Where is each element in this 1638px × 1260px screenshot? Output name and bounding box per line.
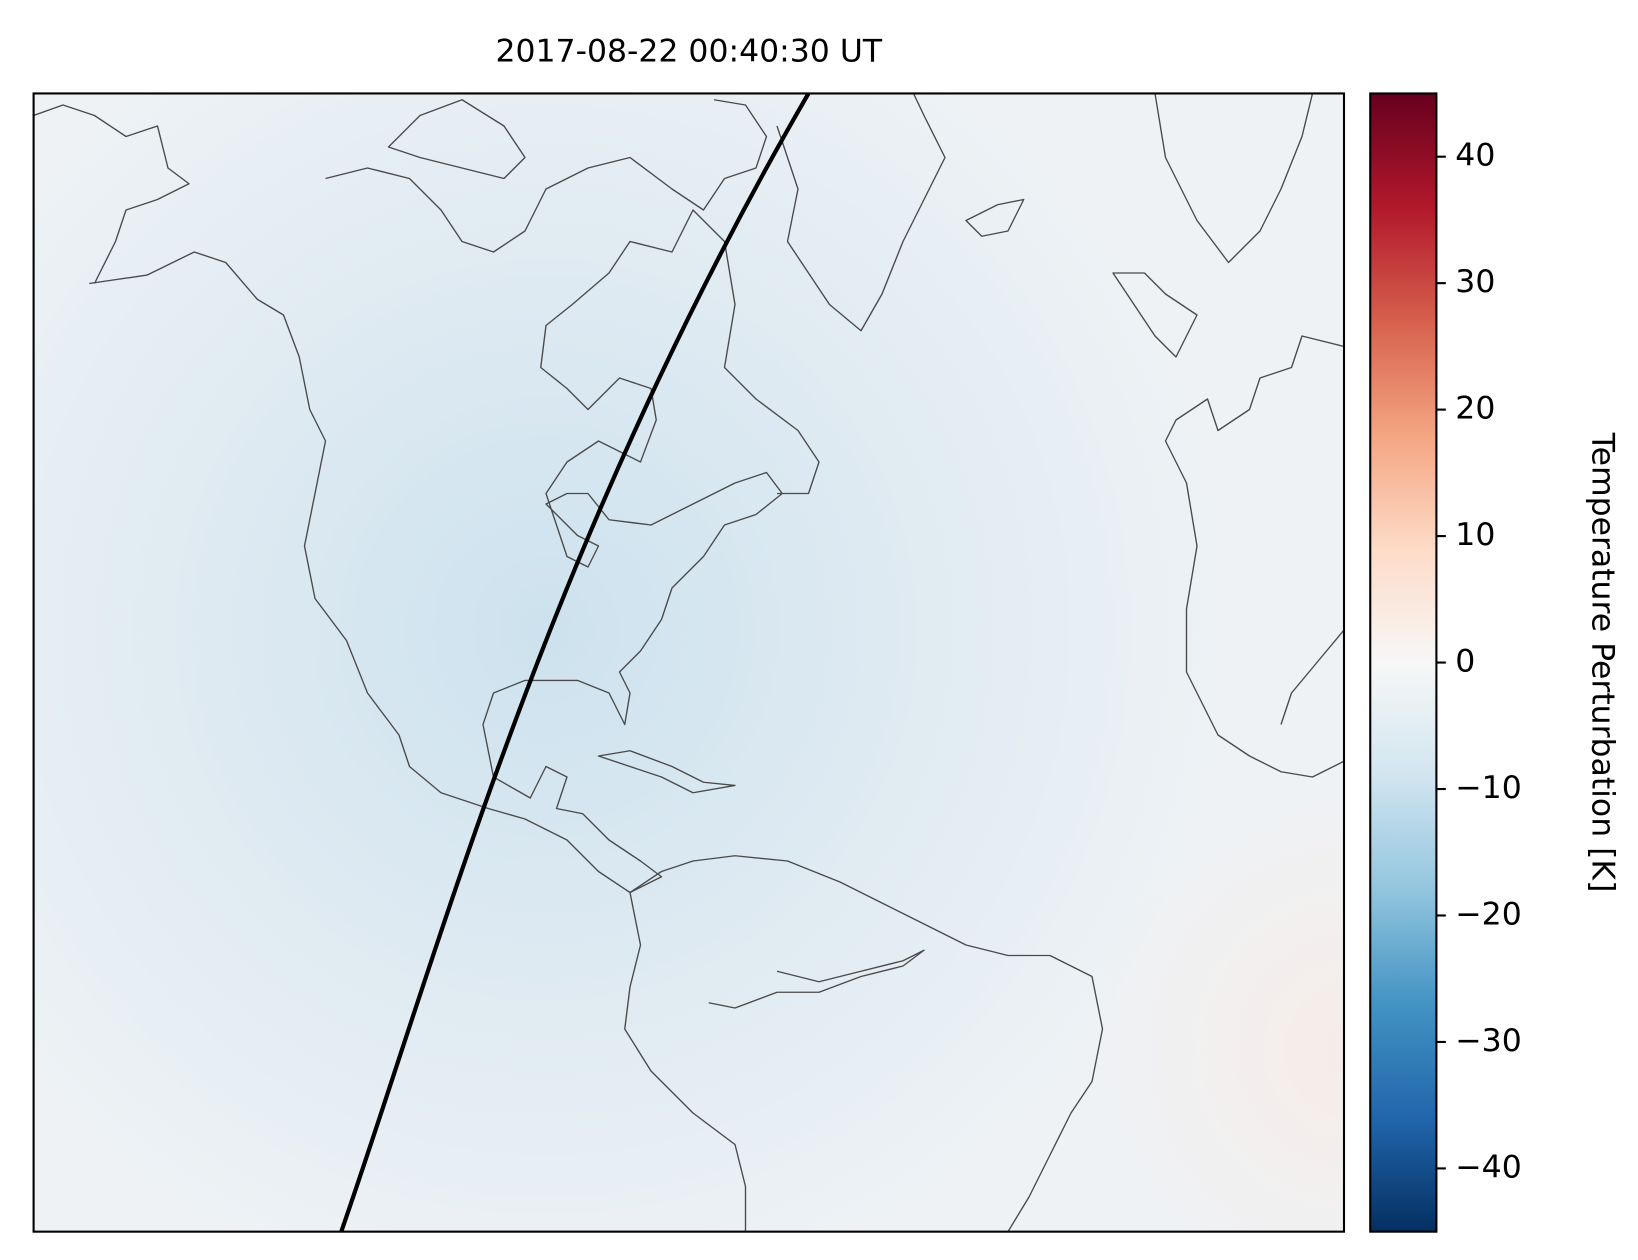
map [33, 93, 1344, 1232]
colorbar-tick-label: −40 [1455, 1149, 1521, 1185]
coastline [387, 99, 526, 180]
eclipse-track [339, 93, 811, 1232]
colorbar-tick-label: 30 [1455, 264, 1495, 300]
coastline [776, 93, 946, 332]
coastline [1112, 272, 1198, 358]
coastline [325, 99, 768, 253]
coastline [1280, 629, 1344, 725]
map-frame [32, 92, 1346, 1233]
colorbar-ticks: −40 −30 −20 −10 0 10 20 30 40 [1436, 138, 1522, 1185]
coastline [89, 209, 820, 894]
colorbar-tick-label: −30 [1455, 1023, 1521, 1059]
coastline [965, 198, 1025, 237]
coastline [629, 855, 1104, 1232]
colorbar-label: Temperature Perturbation [K] [1584, 432, 1620, 893]
colorbar-tick-label: −20 [1455, 896, 1521, 932]
field-warm [33, 93, 1344, 1232]
title: 2017-08-22 00:40:30 UT [495, 34, 882, 70]
colorbar-tick-label: −10 [1455, 770, 1521, 806]
colorbar-tick-label: 20 [1455, 391, 1495, 427]
colorbar-tick-label: 0 [1455, 644, 1475, 680]
coastline [708, 949, 925, 1009]
colorbar-tick-label: 10 [1455, 517, 1495, 553]
coastline [33, 104, 190, 284]
coastline [1154, 93, 1314, 264]
colorbar [1369, 92, 1438, 1233]
coastline [597, 750, 736, 794]
coastline [1164, 335, 1344, 778]
coastline [624, 892, 747, 1232]
colorbar-tick-label: 40 [1455, 138, 1495, 174]
